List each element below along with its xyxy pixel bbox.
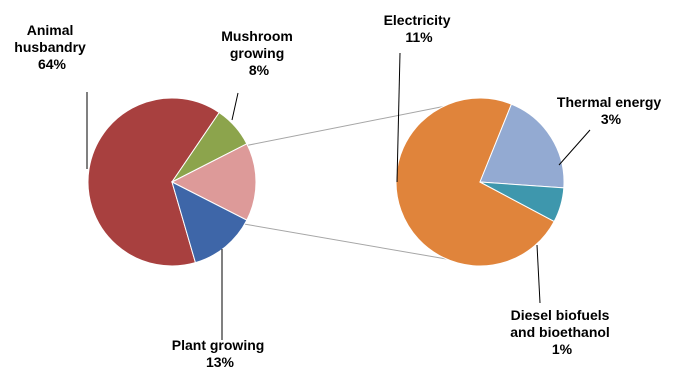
slice-label-plant-growing: Plant growing 13% (172, 337, 268, 367)
left-pie (87, 97, 257, 267)
slice-label-diesel-biofuels: Diesel biofuels and bioethanol 1% (510, 307, 613, 357)
slice-label-animal-husbandry: Animal husbandry 64% (14, 22, 89, 72)
right-pie (395, 97, 565, 267)
leader-line-electricity (396, 52, 401, 183)
leader-line-mushroom-growing (231, 92, 239, 121)
pie-slice-electricity (395, 97, 555, 267)
leader-line-diesel-biofuels (536, 244, 541, 304)
pie-slice-thermal-energy (479, 103, 565, 189)
pie-slice-plant-growing (171, 181, 248, 264)
pie-slice-animal-husbandry (87, 97, 220, 267)
pie-slice-diesel-biofuels (479, 181, 565, 223)
slice-label-thermal-energy: Thermal energy 3% (557, 94, 665, 127)
slice-label-electricity: Electricity 11% (384, 12, 455, 45)
leader-line-thermal-energy (558, 129, 591, 166)
pie-slice-energy-group (170, 143, 257, 221)
slice-label-mushroom-growing: Mushroom growing 8% (221, 28, 296, 78)
connector-line-bottom (243, 223, 482, 266)
